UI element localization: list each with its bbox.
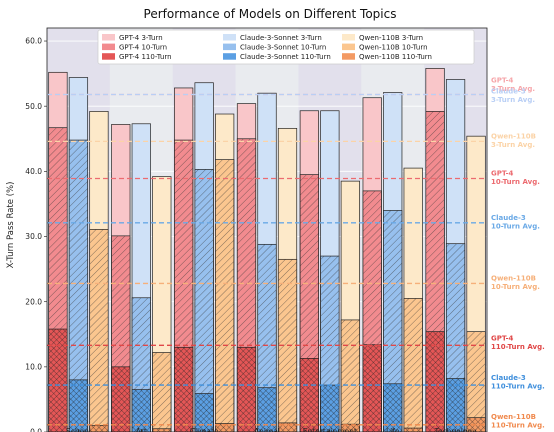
bar-hatch-qwen-110turn	[278, 422, 297, 432]
y-axis-label: X-Turn Pass Rate (%)	[6, 182, 16, 269]
avg-label-claude-110: 110-Turn Avg.	[491, 383, 545, 391]
avg-label-claude-110: Claude-3	[491, 374, 526, 382]
bar-hatch-qwen-10turn	[89, 229, 109, 432]
legend-swatch	[102, 53, 115, 60]
legend-swatch	[223, 53, 236, 60]
bar-hatch-qwen-110turn	[89, 425, 109, 432]
bar-hatch-claude-10turn	[69, 140, 88, 432]
legend-swatch	[342, 53, 355, 60]
bar-hatch-gpt4-110turn	[111, 366, 131, 432]
bar-hatch-claude-110turn	[194, 393, 214, 432]
avg-label-gpt4-10: 10-Turn Avg.	[491, 178, 540, 186]
avg-label-qwen-10: Qwen-110B	[491, 274, 536, 282]
x-tick-label: Animal	[254, 427, 280, 432]
y-tick-label: 20.0	[25, 297, 42, 306]
avg-label-gpt4-10: GPT-4	[491, 170, 514, 178]
x-tick-label: Art	[136, 427, 147, 432]
bar-hatch-gpt4-110turn	[237, 347, 256, 432]
legend-label: GPT-4 10-Turn	[119, 44, 167, 52]
x-tick-label: Entertainment	[303, 427, 357, 432]
bar-hatch-gpt4-110turn	[174, 347, 193, 432]
avg-label-qwen-110: 110-Turn Avg.	[491, 421, 545, 429]
bar-hatch-qwen-10turn	[341, 319, 360, 432]
plot-frame	[46, 27, 488, 432]
x-tick-label: School	[66, 427, 91, 432]
avg-label-qwen-3: 3-Turn Avg.	[491, 141, 535, 149]
legend-box	[97, 29, 475, 65]
avg-label-gpt4-110: 110-Turn Avg.	[491, 343, 545, 351]
bar-hatch-qwen-110turn	[152, 428, 172, 432]
avg-label-qwen-10: 10-Turn Avg.	[491, 283, 540, 291]
legend-label: Claude-3-Sonnet 10-Turn	[240, 44, 326, 52]
bar-hatch-qwen-110turn	[341, 424, 360, 432]
y-tick-label: 10.0	[25, 362, 42, 371]
x-tick-label: Climate	[190, 427, 219, 432]
legend-label: Qwen-110B 110-Turn	[359, 53, 432, 61]
legend-swatch	[342, 34, 355, 41]
bar-hatch-claude-110turn	[446, 378, 465, 432]
bar-hatch-gpt4-110turn	[300, 358, 319, 432]
bar-hatch-qwen-10turn	[152, 352, 172, 432]
x-tick-label: Life	[386, 427, 400, 432]
bar-hatch-claude-110turn	[257, 387, 277, 432]
bar-hatch-qwen-110turn	[215, 423, 234, 432]
bar-hatch-claude-10turn	[194, 169, 214, 432]
legend-label: GPT-4 110-Turn	[119, 53, 172, 61]
x-tick-label: Technology	[434, 427, 478, 432]
avg-label-claude-3: 3-Turn Avg.	[491, 96, 535, 104]
avg-label-gpt4-110: GPT-4	[491, 334, 514, 342]
legend-swatch	[223, 43, 236, 51]
y-tick-label: 50.0	[25, 102, 42, 111]
legend-label: Claude-3-Sonnet 110-Turn	[240, 53, 331, 61]
legend-label: Qwen-110B 3-Turn	[359, 34, 423, 42]
avg-label-qwen-110: Qwen-110B	[491, 413, 536, 421]
bar-hatch-gpt4-110turn	[362, 344, 382, 432]
bar-hatch-gpt4-110turn	[48, 329, 68, 432]
bar-hatch-qwen-10turn	[466, 331, 486, 432]
legend-label: Claude-3-Sonnet 3-Turn	[240, 34, 322, 42]
legend-swatch	[102, 43, 115, 51]
legend-label: Qwen-110B 10-Turn	[359, 44, 428, 52]
legend-swatch	[223, 34, 236, 41]
bar-hatch-qwen-10turn	[403, 298, 423, 432]
bar-hatch-claude-110turn	[383, 383, 402, 432]
avg-label-claude-10: Claude-3	[491, 214, 526, 222]
avg-label-claude-3: Claude-3	[491, 87, 526, 95]
y-tick-label: 40.0	[25, 167, 42, 176]
avg-label-claude-10: 10-Turn Avg.	[491, 222, 540, 230]
avg-label-qwen-3: Qwen-110B	[491, 132, 536, 140]
y-tick-label: 60.0	[25, 37, 42, 46]
avg-label-gpt4-3: 3-Turn Avg.	[491, 85, 535, 93]
avg-label-gpt4-3: GPT-4	[491, 76, 514, 84]
legend-swatch	[342, 43, 355, 51]
legend-label: GPT-4 3-Turn	[119, 34, 163, 42]
bar-hatch-claude-10turn	[383, 210, 402, 432]
bar-hatch-claude-110turn	[132, 389, 151, 432]
y-tick-label: 30.0	[25, 232, 42, 241]
bar-hatch-qwen-110turn	[403, 428, 423, 432]
legend-swatch	[102, 34, 115, 41]
bar-hatch-claude-110turn	[320, 385, 340, 432]
chart-title: Performance of Models on Different Topic…	[144, 7, 397, 21]
bar-hatch-gpt4-110turn	[425, 331, 445, 432]
bar-hatch-claude-110turn	[69, 379, 88, 432]
y-tick-label: 0.0	[30, 428, 42, 432]
bar-hatch-qwen-10turn	[215, 159, 234, 432]
bar-hatch-qwen-110turn	[466, 417, 486, 432]
